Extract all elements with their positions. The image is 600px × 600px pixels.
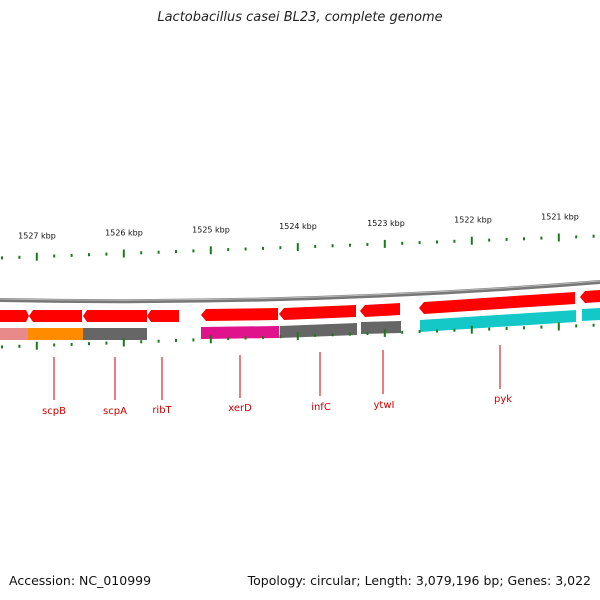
ruler-tick-labels: 1527 kbp 1526 kbp 1525 kbp 1524 kbp 1523 kbp…: [18, 213, 579, 241]
category-block: [28, 328, 83, 340]
category-block: [0, 328, 28, 340]
ruler-tick-label: 1526 kbp: [105, 229, 143, 238]
category-block: [201, 326, 279, 339]
cds-feature: [201, 308, 278, 321]
category-block: [83, 328, 147, 340]
cds-feature: [147, 310, 179, 322]
gene-label-infC[interactable]: infC: [311, 402, 331, 413]
accession-text: Accession: NC_010999: [9, 573, 152, 588]
gene-labels: scpB scpA ribT xerD infC ytwI pyk: [42, 394, 512, 417]
category-block: [280, 323, 357, 338]
cds-track: [0, 290, 600, 322]
gene-label-pyk[interactable]: pyk: [494, 394, 512, 405]
category-block: [361, 321, 401, 334]
gene-label-scpA[interactable]: scpA: [103, 406, 127, 417]
cds-feature: [360, 303, 400, 317]
category-track: [0, 308, 600, 340]
ruler-tick-label: 1523 kbp: [367, 219, 405, 228]
ruler-tick-label: 1527 kbp: [18, 232, 56, 241]
cds-feature: [279, 305, 356, 320]
genome-summary: Topology: circular; Length: 3,079,196 bp…: [247, 573, 591, 588]
category-block: [582, 308, 600, 321]
gene-label-xerD[interactable]: xerD: [228, 403, 252, 414]
cds-feature: [29, 310, 82, 322]
gene-label-scpB[interactable]: scpB: [42, 406, 66, 417]
ruler-ticks-top: [1, 233, 595, 261]
ruler-ticks-bottom: [1, 322, 595, 350]
genome-backbone: [0, 280, 600, 304]
map-title: Lactobacillus casei BL23, complete genom…: [157, 10, 443, 25]
gene-label-ytwI[interactable]: ytwI: [374, 400, 395, 411]
cds-feature: [0, 310, 29, 322]
cds-feature: [419, 292, 575, 314]
ruler-tick-label: 1522 kbp: [454, 216, 492, 225]
ruler-tick-label: 1525 kbp: [192, 225, 230, 234]
ruler-tick-label: 1524 kbp: [279, 222, 317, 231]
cds-feature: [83, 310, 147, 322]
ruler-tick-label: 1521 kbp: [541, 213, 579, 222]
cds-feature: [580, 290, 600, 303]
gene-leaders: [53, 345, 501, 400]
gene-label-ribT[interactable]: ribT: [152, 405, 172, 416]
category-block: [420, 310, 576, 332]
